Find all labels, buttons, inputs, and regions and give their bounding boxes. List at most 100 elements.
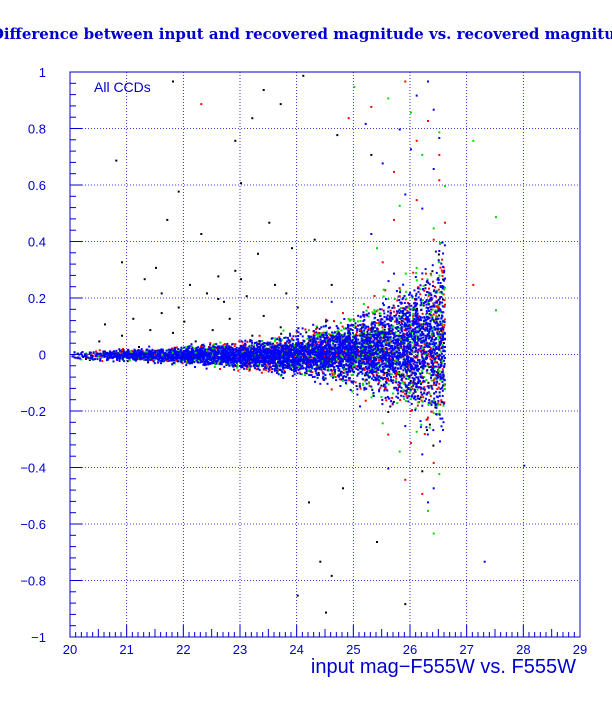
data-point (180, 347, 183, 350)
data-point (363, 331, 366, 334)
data-point (371, 389, 374, 391)
data-point (431, 315, 434, 318)
data-point (386, 314, 389, 317)
data-point (402, 320, 405, 323)
data-point (432, 365, 435, 368)
data-point (440, 361, 443, 364)
data-point (432, 304, 435, 307)
data-point (435, 365, 438, 368)
data-point (355, 333, 357, 336)
data-point (405, 395, 408, 398)
data-point (318, 373, 320, 376)
data-point (337, 369, 340, 372)
data-point (396, 347, 399, 349)
data-point (316, 350, 319, 353)
data-point (391, 381, 394, 384)
data-point (129, 350, 132, 353)
data-point (282, 329, 285, 332)
data-point (345, 327, 348, 330)
data-point (91, 358, 94, 361)
data-point (426, 325, 429, 328)
data-point (378, 390, 381, 393)
data-point (345, 368, 348, 371)
data-point (398, 339, 401, 342)
data-point (441, 344, 444, 347)
data-point (405, 374, 408, 377)
data-point (352, 318, 355, 321)
data-point (197, 361, 199, 364)
data-point (365, 346, 368, 348)
data-point (428, 283, 431, 286)
data-point (268, 342, 270, 345)
data-point (291, 342, 294, 345)
data-point (153, 362, 156, 365)
data-point (422, 396, 425, 399)
data-point (203, 364, 206, 367)
data-point (385, 377, 387, 380)
data-point (406, 389, 408, 392)
data-point (425, 370, 428, 373)
data-point (265, 366, 268, 369)
data-point (380, 360, 383, 363)
data-point (441, 360, 444, 363)
data-point (441, 368, 444, 371)
data-point (428, 310, 430, 313)
data-point (426, 290, 429, 293)
data-point (391, 328, 394, 331)
data-point (360, 339, 363, 342)
data-point (363, 369, 366, 372)
data-point (437, 372, 440, 375)
data-point (359, 315, 362, 318)
data-point (396, 402, 399, 404)
data-point (276, 367, 279, 370)
data-point (442, 384, 444, 387)
data-point (381, 340, 384, 343)
data-point (232, 362, 235, 365)
data-point (438, 342, 441, 344)
data-point (383, 312, 386, 315)
data-point (403, 367, 406, 370)
data-point (363, 329, 366, 332)
data-point (414, 343, 417, 346)
data-point (297, 364, 300, 367)
data-point (354, 381, 357, 384)
data-point (427, 317, 429, 320)
data-point (364, 351, 367, 354)
data-point (272, 348, 275, 351)
data-point (440, 352, 443, 355)
data-point (379, 312, 382, 315)
data-point (94, 358, 96, 361)
data-point (219, 368, 222, 370)
data-point (405, 339, 408, 342)
data-point (400, 347, 403, 350)
data-point (242, 353, 245, 356)
data-point (408, 307, 411, 309)
data-point (422, 336, 425, 339)
data-point (360, 348, 363, 351)
data-point (381, 365, 384, 368)
data-point (367, 306, 370, 309)
data-point (301, 335, 304, 338)
data-point (399, 331, 402, 334)
data-point (439, 333, 442, 336)
data-point (429, 395, 432, 398)
data-point (432, 379, 435, 382)
data-point (346, 328, 349, 331)
data-point (391, 361, 394, 364)
data-point (425, 316, 428, 318)
data-point (297, 335, 300, 337)
data-point (249, 349, 252, 352)
data-point (412, 388, 415, 391)
data-point (323, 377, 326, 380)
data-point (330, 349, 333, 352)
data-point (376, 331, 379, 334)
data-point (276, 351, 279, 354)
data-point (240, 347, 242, 350)
data-point (435, 315, 438, 318)
data-point (362, 354, 364, 357)
data-point (290, 369, 293, 371)
data-point (384, 387, 386, 390)
data-point (430, 332, 433, 335)
data-point (73, 356, 76, 359)
data-point (421, 400, 424, 403)
